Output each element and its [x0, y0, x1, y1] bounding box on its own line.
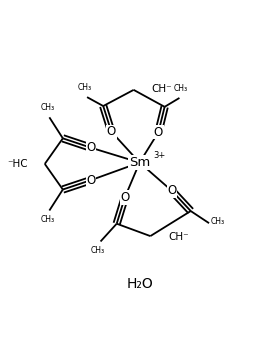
Text: O: O [120, 191, 129, 204]
Text: Sm: Sm [129, 156, 150, 169]
Text: 3+: 3+ [154, 151, 166, 160]
Text: CH₃: CH₃ [77, 83, 91, 92]
Text: H₂O: H₂O [126, 277, 153, 291]
Text: O: O [154, 126, 163, 139]
Text: CH₃: CH₃ [174, 84, 188, 93]
Text: CH₃: CH₃ [40, 215, 54, 224]
Text: O: O [167, 184, 176, 197]
Text: O: O [107, 125, 116, 138]
Text: CH₃: CH₃ [211, 217, 225, 226]
Text: CH⁻: CH⁻ [169, 233, 189, 243]
Text: ⁻HC: ⁻HC [7, 159, 28, 169]
Text: CH₃: CH₃ [40, 104, 54, 112]
Text: O: O [86, 174, 96, 186]
Text: O: O [86, 141, 96, 154]
Text: CH₃: CH₃ [91, 246, 105, 255]
Text: CH⁻: CH⁻ [151, 84, 172, 94]
